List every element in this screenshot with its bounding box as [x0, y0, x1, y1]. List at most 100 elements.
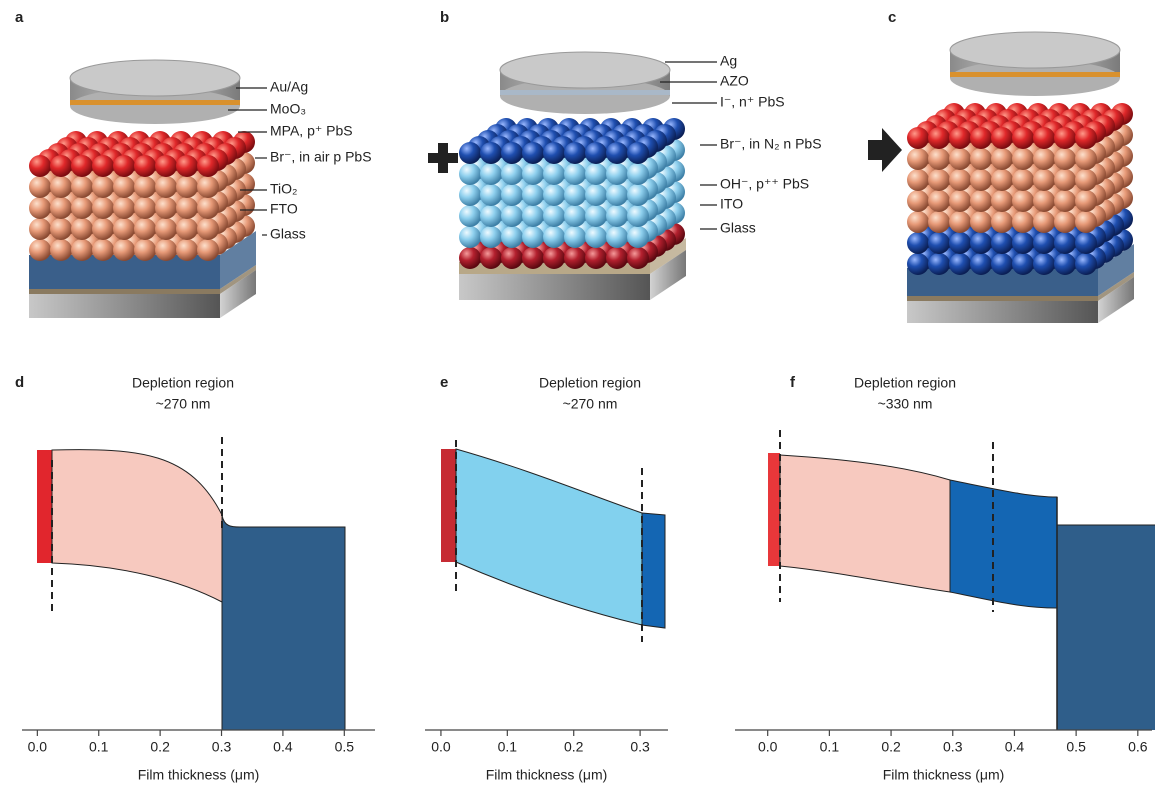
nanocrystal [92, 176, 114, 198]
nanocrystal [564, 226, 586, 248]
substrate-layer [29, 289, 220, 294]
nanocrystal [480, 226, 502, 248]
nanocrystal [1012, 253, 1034, 275]
nanocrystal [29, 218, 51, 240]
nanocrystal [991, 169, 1013, 191]
nanocrystal [928, 190, 950, 212]
nanocrystal [991, 127, 1013, 149]
nanocrystal [949, 232, 971, 254]
nanocrystal [92, 239, 114, 261]
layer-label: OH⁻, p⁺⁺ PbS [720, 176, 809, 192]
x-tick-label: 0.2 [150, 739, 170, 755]
nanocrystal [627, 226, 649, 248]
x-tick-label: 0.0 [431, 739, 451, 755]
nanocrystal [522, 163, 544, 185]
panel-subtitle: ~330 nm [878, 396, 933, 412]
nanocrystal [606, 205, 628, 227]
nanocrystal [543, 226, 565, 248]
panel-label: e [440, 374, 448, 391]
nanocrystal [928, 253, 950, 275]
x-axis-label: Film thickness (μm) [883, 767, 1005, 783]
nanocrystal [197, 239, 219, 261]
layer-label: TiO₂ [270, 181, 297, 197]
substrate-layer [29, 294, 220, 318]
nanocrystal [627, 205, 649, 227]
nanocrystal [459, 205, 481, 227]
nanocrystal [928, 148, 950, 170]
nanocrystal [522, 247, 544, 269]
nanocrystal [1012, 148, 1034, 170]
nanocrystal [606, 226, 628, 248]
nanocrystal [29, 197, 51, 219]
nanocrystal [627, 247, 649, 269]
nanocrystal [176, 197, 198, 219]
nanocrystal [1054, 253, 1076, 275]
panel-title: Depletion region [539, 375, 641, 391]
nanocrystal [1054, 127, 1076, 149]
layer-label: I⁻, n⁺ PbS [720, 94, 785, 110]
nanocrystal [1075, 190, 1097, 212]
nanocrystal [928, 127, 950, 149]
nanocrystal [627, 184, 649, 206]
nanocrystal [501, 205, 523, 227]
x-tick-label: 0.2 [881, 739, 901, 755]
nanocrystal [197, 176, 219, 198]
x-tick-label: 0.4 [1005, 739, 1025, 755]
nanocrystal [627, 142, 649, 164]
nanocrystal [155, 218, 177, 240]
nanocrystal [1012, 232, 1034, 254]
figure: aAu/AgMoO₃MPA, p⁺ PbSBr⁻, in air p PbSTi… [0, 0, 1155, 787]
nanocrystal [1033, 169, 1055, 191]
nanocrystal [970, 148, 992, 170]
nanocrystal [1012, 127, 1034, 149]
layer-label: Br⁻, in N₂ n PbS [720, 136, 822, 152]
nanocrystal [197, 155, 219, 177]
x-axis-label: Film thickness (μm) [138, 767, 260, 783]
nanocrystal [50, 218, 72, 240]
oxide-band [70, 100, 240, 105]
nanocrystal [907, 148, 929, 170]
nanocrystal [176, 218, 198, 240]
x-tick-label: 0.1 [820, 739, 840, 755]
x-tick-label: 0.5 [335, 739, 355, 755]
nanocrystal [1012, 190, 1034, 212]
nanocrystal [606, 142, 628, 164]
nanocrystal [949, 190, 971, 212]
nanocrystal [543, 163, 565, 185]
nanocrystal [907, 211, 929, 233]
x-tick-label: 0.3 [212, 739, 232, 755]
nanocrystal [155, 176, 177, 198]
device-stack [907, 32, 1134, 323]
device-stack [459, 52, 686, 300]
nanocrystal [134, 176, 156, 198]
nanocrystal [522, 205, 544, 227]
nanocrystal [50, 176, 72, 198]
x-tick-label: 0.5 [1066, 739, 1086, 755]
nanocrystal [50, 239, 72, 261]
layer-label: FTO [270, 201, 298, 217]
nanocrystal [1012, 211, 1034, 233]
nanocrystal [113, 239, 135, 261]
nanocrystal [134, 239, 156, 261]
nanocrystal [71, 155, 93, 177]
electrode-top [70, 60, 240, 96]
nanocrystal [155, 155, 177, 177]
nanocrystal [543, 247, 565, 269]
nanocrystal [970, 169, 992, 191]
nanocrystal [134, 155, 156, 177]
nanocrystal [1033, 211, 1055, 233]
nanocrystal [1075, 232, 1097, 254]
electrode-top [950, 32, 1120, 68]
nanocrystal [113, 176, 135, 198]
panel-label: f [790, 374, 796, 391]
band-e [441, 440, 665, 642]
oxide-band [950, 72, 1120, 77]
nanocrystal [459, 226, 481, 248]
layer-label: Ag [720, 53, 737, 69]
nanocrystal [543, 142, 565, 164]
nanocrystal [1033, 253, 1055, 275]
nanocrystal [1054, 148, 1076, 170]
nanocrystal [480, 142, 502, 164]
nanocrystal [991, 232, 1013, 254]
nanocrystal [991, 211, 1013, 233]
